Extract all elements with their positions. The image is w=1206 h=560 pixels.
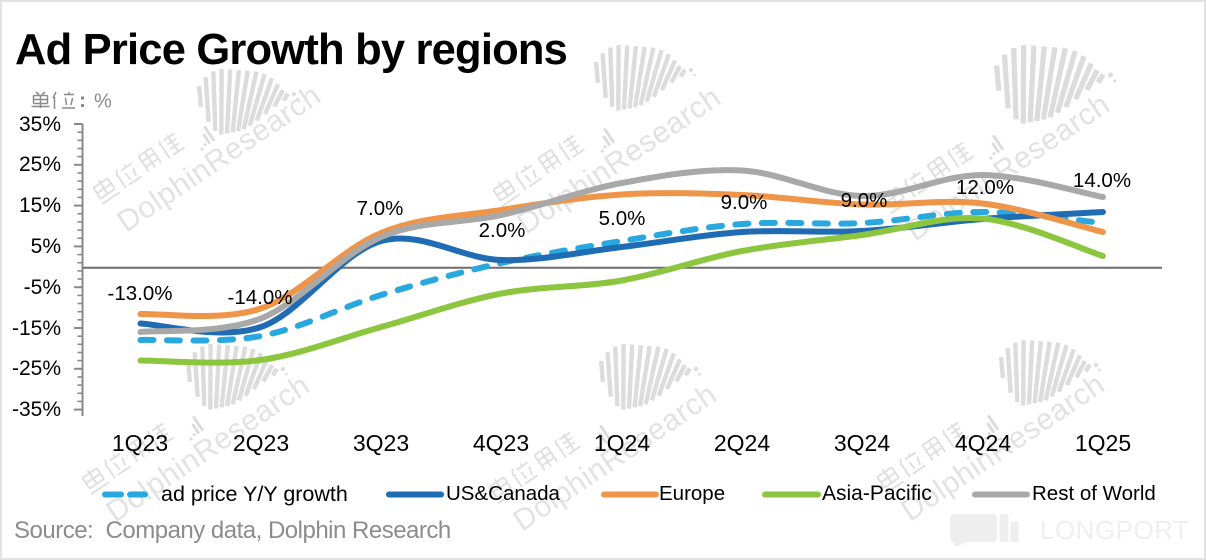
svg-text:%: % [94, 91, 112, 113]
svg-text:LONGPORT: LONGPORT [1040, 515, 1189, 545]
